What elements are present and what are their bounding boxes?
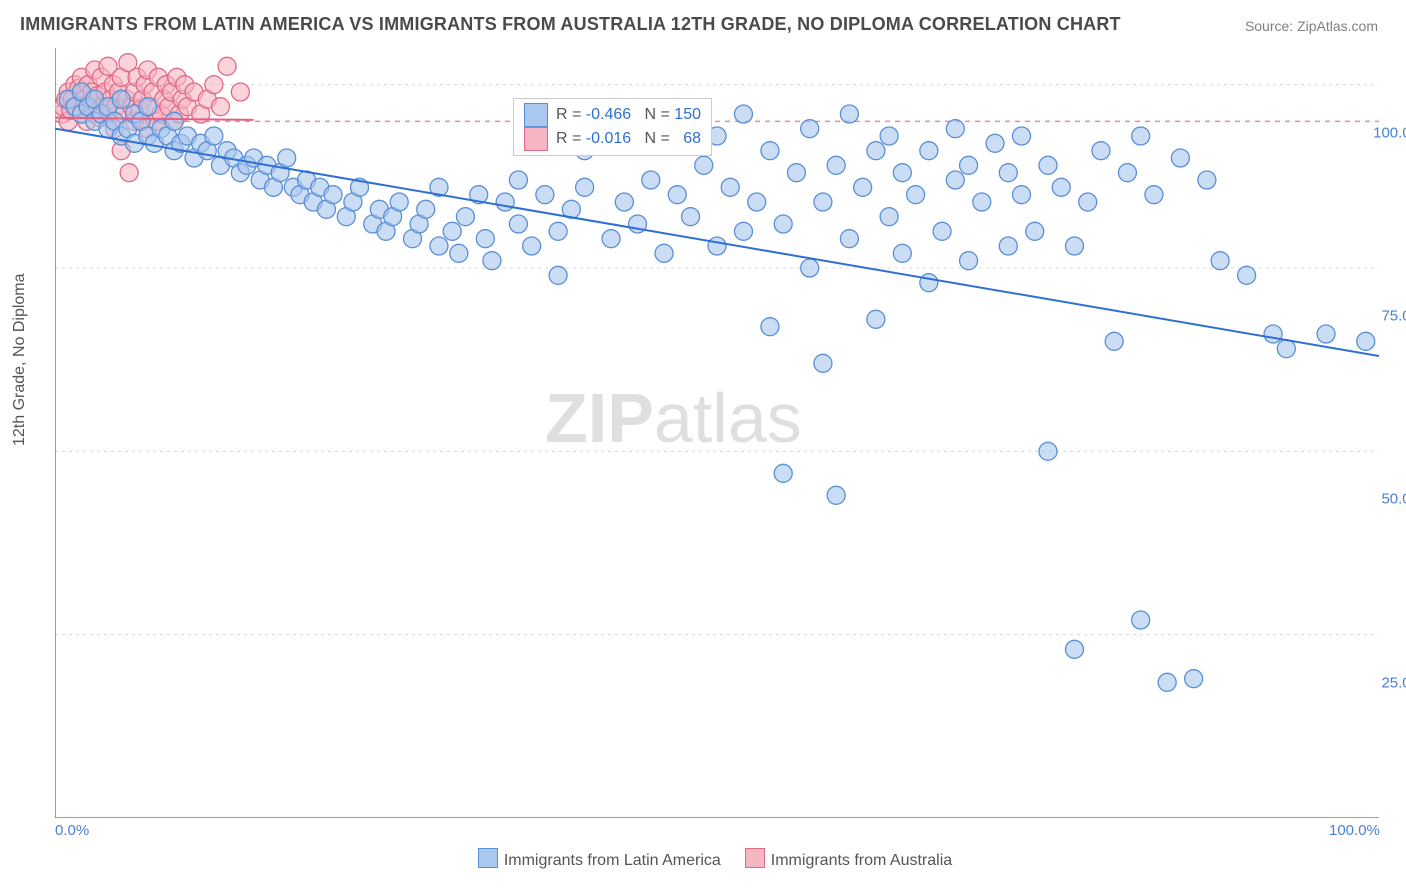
legend-swatch: [745, 848, 765, 868]
y-tick-label: 50.0%: [1381, 491, 1406, 508]
source-label: Source: ZipAtlas.com: [1245, 18, 1378, 34]
x-tick-label: 0.0%: [55, 822, 89, 839]
stats-row: R = -0.466 N = 150: [524, 103, 701, 127]
x-tick-labels: 0.0% 100.0%: [55, 820, 1379, 844]
scatter-svg: [55, 48, 1379, 818]
stats-row: R = -0.016 N = 68: [524, 127, 701, 151]
legend-label: Immigrants from Latin America: [504, 852, 721, 869]
correlation-stats-box: R = -0.466 N = 150R = -0.016 N = 68: [513, 98, 712, 156]
plot-area: ZIPatlas 25.0%50.0%75.0%100.0% R = -0.46…: [55, 48, 1379, 818]
legend-label: Immigrants from Australia: [771, 852, 952, 869]
y-tick-label: 75.0%: [1381, 308, 1406, 325]
legend-swatch: [524, 103, 548, 127]
y-axis-label: 12th Grade, No Diploma: [11, 273, 29, 446]
y-tick-label: 25.0%: [1381, 674, 1406, 691]
chart-title: IMMIGRANTS FROM LATIN AMERICA VS IMMIGRA…: [20, 14, 1121, 35]
legend-swatch: [478, 848, 498, 868]
x-tick-label: 100.0%: [1329, 822, 1380, 839]
legend-swatch: [524, 127, 548, 151]
legend-bottom: Immigrants from Latin America Immigrants …: [0, 848, 1406, 870]
